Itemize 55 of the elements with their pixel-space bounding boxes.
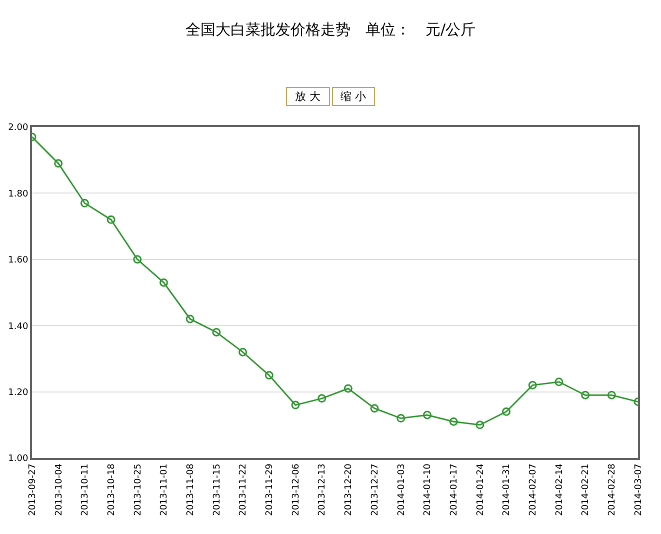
point (106, 215, 116, 224)
x-tick-label: 2014-01-10 (423, 463, 434, 516)
point (186, 314, 194, 324)
x-tick-label: 2014-02-07 (528, 464, 539, 516)
point (581, 390, 590, 400)
y-tick-label: 1.20 (8, 388, 28, 398)
x-tick-label: 2013-11-01 (160, 464, 170, 516)
x-tick-label: 2013-11-08 (186, 463, 196, 516)
point (238, 348, 248, 356)
point (396, 414, 406, 423)
point (54, 159, 63, 168)
point (264, 371, 274, 380)
point (422, 410, 432, 420)
x-tick-label: 2014-01-17 (449, 464, 460, 516)
zoom-out-button: 缩 小 (332, 87, 375, 106)
point (318, 394, 326, 403)
point (528, 380, 537, 390)
x-tick-label: 2013-12-13 (318, 464, 328, 516)
point (554, 378, 564, 386)
point (291, 400, 300, 410)
x-tick-label: 2013-10-25 (133, 464, 144, 516)
x-tick-label: 2013-11-15 (212, 464, 222, 516)
y-tick-label: 1.00 (8, 454, 28, 464)
x-tick-label: 2013-10-04 (54, 463, 64, 516)
x-tick-label: 2014-02-28 (608, 463, 618, 516)
zoom-in-button: 放 大 (286, 87, 330, 106)
x-tick-label: 2014-01-03 (396, 464, 407, 516)
y-tick-label: 2.00 (8, 123, 28, 134)
x-tick-label: 2014-02-14 (554, 463, 565, 516)
point (159, 278, 168, 287)
y-tick-label: 1.80 (8, 189, 28, 200)
point (449, 417, 458, 426)
point (370, 404, 379, 413)
x-tick-label: 2013-12-06 (291, 463, 302, 516)
x-tick-label: 2014-01-31 (502, 464, 512, 516)
point (212, 328, 221, 336)
y-tick-label: 1.60 (8, 256, 28, 266)
x-tick-label: 2013-11-22 (238, 464, 249, 516)
x-tick-label: 2013-12-20 (344, 463, 354, 516)
y-tick-label: 1.40 (8, 322, 28, 332)
x-tick-label: 2014-02-21 (581, 464, 592, 516)
x-tick-label: 2013-09-27 (28, 464, 38, 516)
chart-title: 全国大白菜批发价格走势 单位： 元/公斤 (185, 20, 476, 39)
point (502, 407, 511, 416)
point (476, 420, 484, 430)
x-tick-label: 2014-01-24 (476, 463, 486, 516)
x-tick-label: 2013-10-11 (80, 464, 91, 516)
x-tick-label: 2013-10-18 (106, 463, 117, 516)
x-tick-label: 2013-11-29 (265, 463, 276, 516)
point (80, 198, 89, 208)
x-tick-label: 2013-12-27 (370, 464, 380, 516)
point (607, 390, 616, 400)
x-tick-label: 2014-03-07 (634, 464, 644, 516)
point (133, 255, 142, 264)
point (344, 384, 352, 393)
